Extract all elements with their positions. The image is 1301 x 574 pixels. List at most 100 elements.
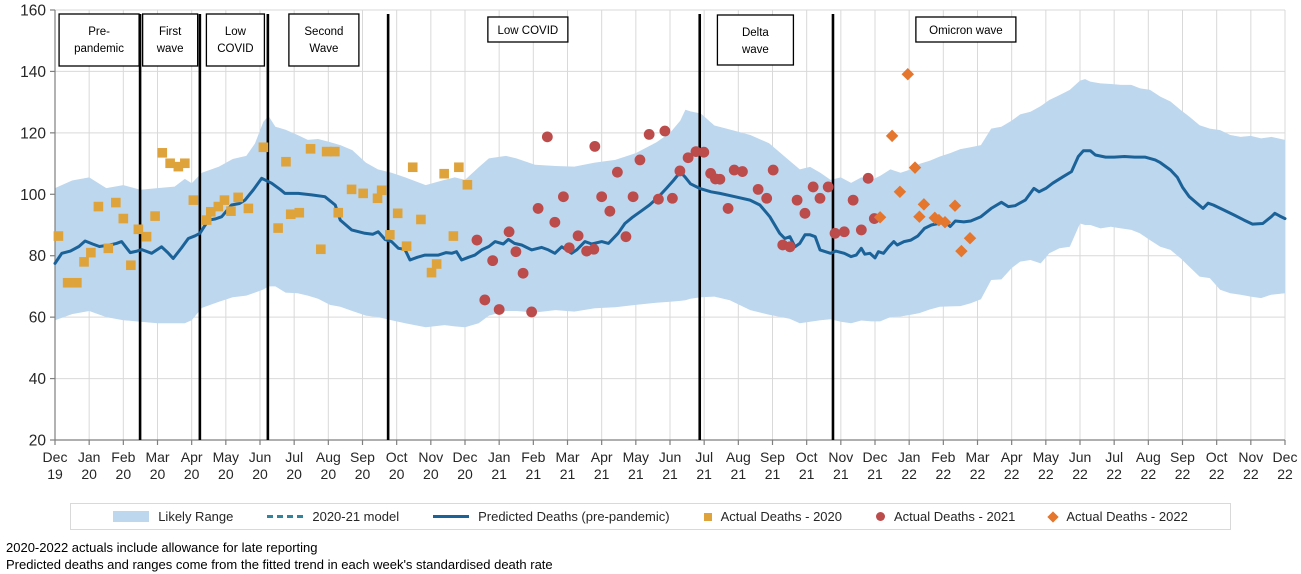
data-point-2020 — [79, 257, 89, 267]
x-tick-label: Apr 20 — [181, 449, 203, 482]
data-point-2022 — [893, 185, 907, 199]
data-point-2020 — [53, 231, 64, 241]
data-point-2020 — [111, 197, 121, 208]
data-point-2020 — [86, 247, 96, 258]
legend-label: Actual Deaths - 2020 — [720, 509, 842, 524]
data-point-2021 — [722, 203, 734, 214]
data-point-2021 — [532, 203, 544, 214]
data-point-2020 — [93, 201, 104, 212]
data-point-2020 — [133, 224, 144, 235]
data-point-2022 — [963, 231, 977, 245]
data-point-2021 — [682, 152, 694, 164]
data-point-2021 — [829, 227, 841, 239]
x-tick-label: Jan 22 — [898, 449, 921, 482]
data-point-2021 — [541, 131, 553, 143]
legend-marker-circle-icon — [875, 512, 885, 521]
data-point-2021 — [503, 226, 515, 238]
data-point-2020 — [173, 161, 184, 172]
period-label-text: Low COVID — [498, 25, 559, 37]
legend-label: Predicted Deaths (pre-pandemic) — [478, 509, 670, 524]
period-label-box — [716, 14, 795, 66]
y-tick-label: 160 — [20, 3, 46, 20]
data-point-2020 — [219, 195, 230, 205]
data-point-2020 — [226, 206, 236, 216]
x-tick-label: May 22 — [1033, 449, 1059, 482]
data-point-2021 — [620, 231, 632, 243]
data-point-2020 — [118, 213, 129, 224]
x-tick-label: Mar 22 — [965, 449, 989, 482]
data-point-2020 — [201, 215, 212, 225]
data-point-2020 — [431, 259, 442, 269]
data-point-2020 — [392, 208, 403, 219]
x-tick-label: May 20 — [213, 449, 239, 482]
data-point-2021 — [838, 226, 850, 238]
data-point-2020 — [401, 241, 412, 251]
data-point-2021 — [674, 165, 686, 177]
legend-label: Likely Range — [158, 509, 234, 524]
data-point-2021 — [526, 306, 538, 318]
x-tick-label: Sep 21 — [760, 449, 785, 482]
x-tick-label: Jan 21 — [488, 449, 511, 482]
x-tick-label: Jun 21 — [659, 449, 682, 482]
data-point-2021 — [493, 304, 505, 315]
data-point-2020 — [103, 243, 114, 254]
data-point-2022 — [938, 215, 952, 229]
data-point-2020 — [72, 277, 82, 288]
period-label-text: Low COVID — [217, 26, 253, 55]
x-tick-label: Jun 22 — [1069, 449, 1092, 482]
period-label-text: Pre-pandemic — [74, 26, 124, 55]
x-tick-label: May 21 — [623, 449, 649, 482]
data-point-2020 — [376, 185, 387, 196]
legend-label: Actual Deaths - 2022 — [1066, 509, 1188, 524]
period-label-box — [915, 16, 1017, 43]
data-point-2021 — [698, 146, 710, 158]
data-point-2022 — [948, 199, 962, 212]
x-tick-label: Feb 21 — [521, 449, 545, 482]
data-point-2021 — [627, 191, 639, 203]
data-point-2020 — [426, 267, 437, 278]
data-point-2021 — [737, 166, 748, 177]
data-point-2021 — [611, 166, 623, 178]
data-point-2020 — [243, 203, 254, 214]
data-point-2020 — [141, 231, 152, 242]
data-point-2020 — [150, 211, 160, 221]
data-point-2021 — [487, 255, 499, 267]
data-point-2021 — [588, 243, 600, 255]
legend-marker-solid-line-icon — [433, 515, 470, 518]
data-point-2022 — [955, 244, 968, 258]
x-tick-label: Jul 20 — [285, 449, 303, 482]
y-axis-labels: 20 40 60 80 100 120 140 160 — [20, 3, 46, 450]
data-point-2020 — [273, 223, 283, 233]
legend-item-circle: Actual Deaths - 2021 — [875, 509, 1015, 524]
x-tick-label: Jul 21 — [695, 449, 713, 482]
likely-range-band — [55, 79, 1285, 328]
data-point-2021 — [659, 125, 671, 137]
x-tick-label: Aug 20 — [316, 449, 341, 482]
x-tick-label: Mar 20 — [145, 449, 169, 482]
x-tick-label: Nov 20 — [418, 449, 443, 482]
data-point-2020 — [157, 148, 168, 158]
data-point-2021 — [471, 234, 483, 246]
legend-marker-band-icon — [113, 511, 150, 522]
data-point-2021 — [814, 192, 826, 204]
x-tick-label: Feb 20 — [111, 449, 135, 482]
y-tick-label: 120 — [20, 125, 46, 142]
legend-box: Likely Range 2020-21 model Predicted Death… — [70, 503, 1231, 530]
data-point-2020 — [358, 188, 368, 199]
data-point-2021 — [847, 194, 859, 206]
x-tick-label: Dec 20 — [453, 449, 478, 482]
data-point-2020 — [126, 260, 136, 271]
legend-label: 2020-21 model — [312, 509, 400, 524]
data-point-2021 — [558, 191, 569, 203]
data-point-2021 — [517, 267, 529, 279]
period-dividers — [138, 14, 835, 440]
period-label-box — [487, 16, 569, 43]
data-point-2021 — [807, 181, 819, 193]
data-point-2020 — [407, 162, 418, 173]
data-point-2020 — [454, 162, 464, 173]
data-point-2021 — [799, 207, 811, 219]
actual-deaths-2020-points — [53, 142, 473, 288]
data-point-2021 — [714, 173, 726, 185]
data-point-2020 — [416, 214, 426, 225]
data-point-2020 — [213, 201, 224, 212]
